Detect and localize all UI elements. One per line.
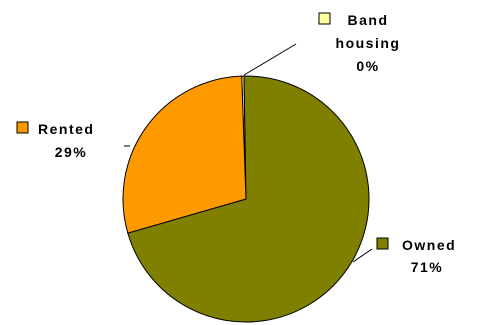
slice-value-rented: 29%: [55, 144, 88, 160]
pie-slice-owned: [127, 75, 370, 323]
slice-value-owned: 71%: [411, 259, 444, 275]
slice-value-band-housing: 0%: [356, 58, 379, 74]
legend-swatch-rented: [16, 121, 29, 134]
legend-swatch-owned: [376, 237, 389, 250]
slice-label-owned: Owned: [402, 237, 456, 253]
legend-swatch-band-housing: [318, 12, 331, 25]
leader-line-owned: [352, 248, 373, 263]
slice-label-band-housing: housing: [336, 35, 401, 51]
leader-lines: [124, 43, 373, 263]
slice-labels: Band housing 0% Owned 71% Rented 29%: [16, 12, 456, 275]
slice-label-band-housing: Band: [348, 12, 389, 28]
leader-line-band-housing: [243, 43, 297, 76]
pie-slices: [122, 75, 370, 323]
slice-label-rented: Rented: [38, 121, 94, 137]
pie-slice-rented: [122, 75, 247, 234]
